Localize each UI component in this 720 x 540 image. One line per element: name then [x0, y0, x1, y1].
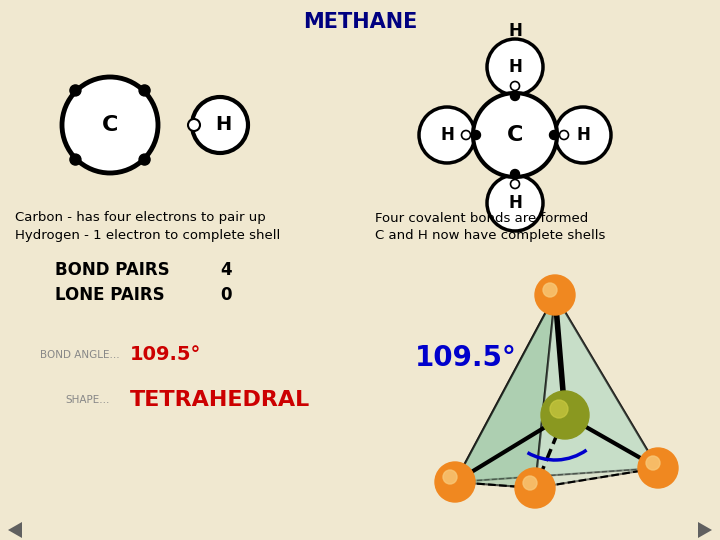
Text: 0: 0: [220, 286, 232, 304]
Text: H: H: [508, 22, 522, 40]
Polygon shape: [8, 522, 22, 538]
Circle shape: [555, 107, 611, 163]
Text: LONE PAIRS: LONE PAIRS: [55, 286, 165, 304]
Circle shape: [62, 77, 158, 173]
Circle shape: [139, 154, 150, 165]
Circle shape: [543, 283, 557, 297]
Text: Carbon - has four electrons to pair up: Carbon - has four electrons to pair up: [15, 212, 266, 225]
Text: H: H: [576, 126, 590, 144]
Text: METHANE: METHANE: [303, 12, 417, 32]
Text: H: H: [215, 116, 231, 134]
Text: C and H now have complete shells: C and H now have complete shells: [375, 228, 606, 241]
Polygon shape: [455, 295, 658, 482]
Text: TETRAHEDRAL: TETRAHEDRAL: [130, 390, 310, 410]
Circle shape: [510, 170, 520, 179]
Circle shape: [487, 39, 543, 95]
Circle shape: [443, 470, 457, 484]
Circle shape: [462, 131, 470, 139]
Circle shape: [192, 97, 248, 153]
Circle shape: [139, 85, 150, 96]
Circle shape: [646, 456, 660, 470]
Circle shape: [510, 179, 520, 188]
Circle shape: [549, 131, 559, 139]
Circle shape: [523, 476, 537, 490]
Circle shape: [435, 462, 475, 502]
Circle shape: [472, 131, 480, 139]
Circle shape: [638, 448, 678, 488]
Circle shape: [510, 91, 520, 100]
Circle shape: [70, 85, 81, 96]
Circle shape: [559, 131, 569, 139]
Text: Four covalent bonds are formed: Four covalent bonds are formed: [375, 212, 588, 225]
Text: C: C: [102, 115, 118, 135]
Circle shape: [419, 107, 475, 163]
Text: BOND PAIRS: BOND PAIRS: [55, 261, 170, 279]
Circle shape: [473, 93, 557, 177]
Text: 4: 4: [220, 261, 232, 279]
Polygon shape: [698, 522, 712, 538]
Circle shape: [70, 154, 81, 165]
Circle shape: [550, 400, 568, 418]
Text: H: H: [508, 194, 522, 212]
Text: C: C: [507, 125, 523, 145]
Polygon shape: [535, 295, 658, 488]
Text: 109.5°: 109.5°: [130, 346, 202, 365]
Circle shape: [487, 175, 543, 231]
Circle shape: [541, 391, 589, 439]
Text: Hydrogen - 1 electron to complete shell: Hydrogen - 1 electron to complete shell: [15, 228, 280, 241]
Text: H: H: [508, 58, 522, 76]
Text: 109.5°: 109.5°: [415, 344, 517, 372]
Text: H: H: [440, 126, 454, 144]
Polygon shape: [455, 295, 555, 488]
Circle shape: [515, 468, 555, 508]
Circle shape: [535, 275, 575, 315]
Text: BOND ANGLE...: BOND ANGLE...: [40, 350, 120, 360]
Circle shape: [510, 82, 520, 91]
Text: SHAPE...: SHAPE...: [65, 395, 109, 405]
Circle shape: [188, 119, 200, 131]
